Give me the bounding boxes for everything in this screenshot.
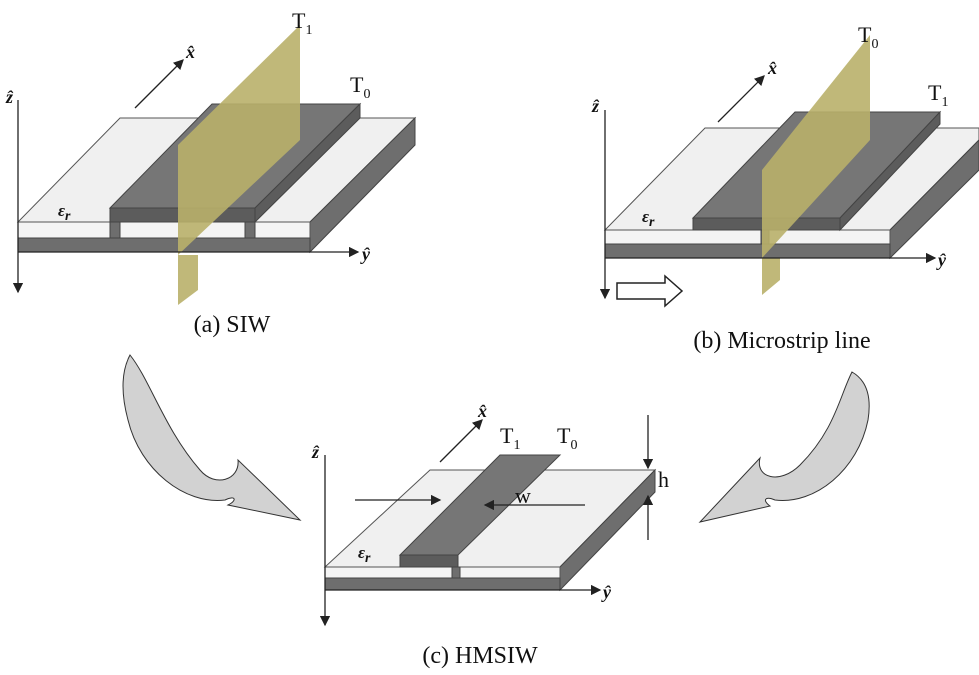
panel-hmsiw: ẑ ŷ x̂ εr T1 T0 w h (c) HMSIW (311, 401, 669, 669)
height-label: h (658, 467, 669, 492)
plane-base: T (928, 80, 942, 105)
plane-base: T (292, 8, 306, 33)
via (245, 222, 255, 238)
z-label: ẑ (311, 442, 320, 462)
curved-arrow (123, 355, 300, 520)
ground-front (605, 244, 890, 258)
curved-arrow (700, 372, 869, 522)
plane-sub: 0 (871, 37, 878, 52)
z-label: ẑ (591, 96, 600, 116)
plane-label: T1 (500, 423, 520, 453)
plane-label: T1 (928, 80, 948, 110)
width-label: w (515, 483, 531, 508)
direction-arrow (617, 276, 682, 306)
panel-siw: ẑ ŷ x̂ εr T1 T0 (a) SIW (5, 8, 415, 338)
y-label: ŷ (360, 244, 371, 264)
eps-base: ε (642, 207, 649, 226)
plane-base: T (858, 22, 872, 47)
eps-sub: r (649, 215, 655, 230)
x-label: x̂ (185, 42, 195, 62)
eps-base: ε (58, 201, 65, 220)
plane-label: T0 (557, 423, 577, 453)
plane-lower (762, 258, 780, 295)
eps-base: ε (358, 543, 365, 562)
x-axis (135, 60, 183, 108)
plane-sub: 0 (570, 438, 577, 453)
x-axis (440, 420, 482, 462)
caption: (c) HMSIW (422, 643, 538, 669)
substrate-front (18, 222, 310, 238)
z-label: ẑ (5, 87, 14, 107)
caption: (b) Microstrip line (693, 328, 870, 354)
eps-sub: r (365, 551, 371, 566)
plane-lower (178, 255, 198, 305)
plane-sub: 0 (363, 87, 370, 102)
y-label: ŷ (601, 582, 612, 602)
plane-base: T (350, 72, 364, 97)
ground-front (18, 238, 310, 252)
plane-sub: 1 (941, 95, 948, 110)
plane-base: T (557, 423, 571, 448)
x-label: x̂ (477, 401, 487, 421)
plane-base: T (500, 423, 514, 448)
ground-front (325, 578, 560, 590)
plane-sub: 1 (305, 23, 312, 38)
caption: (a) SIW (194, 312, 271, 338)
x-label: x̂ (767, 58, 777, 78)
substrate-front (605, 230, 890, 244)
x-axis (718, 76, 764, 122)
plane-sub: 1 (513, 438, 520, 453)
eps-sub: r (65, 209, 71, 224)
via (452, 567, 460, 578)
y-label: ŷ (936, 250, 947, 270)
strip-front (400, 555, 458, 567)
via (110, 222, 120, 238)
substrate-front (325, 567, 560, 578)
plane-label: T0 (350, 72, 370, 102)
figure: ẑ ŷ x̂ εr T1 T0 (a) SIW ẑ ŷ x̂ εr T0 T1 … (0, 0, 979, 675)
panel-microstrip: ẑ ŷ x̂ εr T0 T1 (b) Microstrip line (591, 22, 979, 354)
